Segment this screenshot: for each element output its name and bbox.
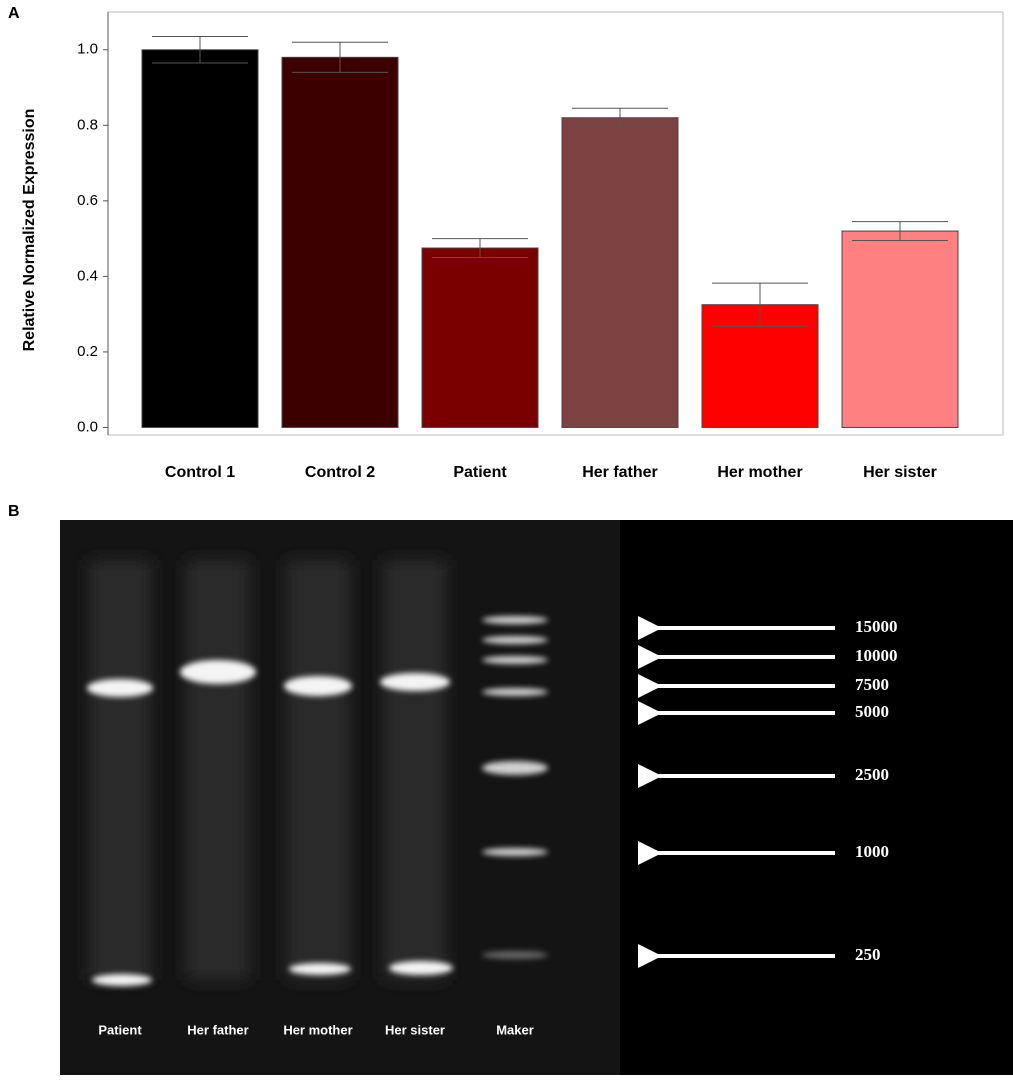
gel-band xyxy=(482,616,548,624)
gel-band xyxy=(92,974,152,986)
marker-size-label: 7500 xyxy=(855,675,889,694)
gel-band xyxy=(482,656,548,664)
gel-band xyxy=(180,660,256,684)
y-tick-label: 0.6 xyxy=(77,192,98,209)
x-tick-label: Her father xyxy=(582,464,658,481)
lane-label: Her father xyxy=(187,1022,248,1037)
lane-label: Her sister xyxy=(385,1022,445,1037)
lane-smear xyxy=(88,560,152,980)
gel-band xyxy=(289,963,351,975)
lane-smear xyxy=(383,560,447,980)
marker-size-label: 2500 xyxy=(855,765,889,784)
gel-band xyxy=(87,679,153,697)
bar xyxy=(141,49,259,428)
marker-size-label: 1000 xyxy=(855,842,889,861)
gel-band xyxy=(380,673,450,691)
x-tick-label: Control 2 xyxy=(305,464,375,481)
lane-smear xyxy=(186,560,250,980)
lane-label: Her mother xyxy=(283,1022,352,1037)
y-tick-label: 0.4 xyxy=(77,267,98,284)
gel-band xyxy=(482,951,548,959)
x-tick-label: Patient xyxy=(453,464,507,481)
y-tick-label: 0.8 xyxy=(77,116,98,133)
lane-smear xyxy=(286,560,350,980)
panel-label: A xyxy=(8,5,20,22)
x-tick-label: Control 1 xyxy=(165,464,235,481)
gel-band xyxy=(482,688,548,696)
bar xyxy=(421,247,539,428)
lane-label: Maker xyxy=(496,1022,534,1037)
y-tick-label: 0.0 xyxy=(77,418,98,435)
gel-band xyxy=(482,848,548,856)
panel-label: B xyxy=(8,503,20,520)
gel-band xyxy=(482,636,548,644)
bar xyxy=(841,230,959,428)
bar xyxy=(281,56,399,428)
marker-size-label: 10000 xyxy=(855,646,898,665)
marker-size-label: 15000 xyxy=(855,617,898,636)
y-axis-label: Relative Normalized Expression xyxy=(21,109,38,352)
marker-size-label: 250 xyxy=(855,945,881,964)
marker-size-label: 5000 xyxy=(855,702,889,721)
bar xyxy=(561,117,679,428)
x-tick-label: Her sister xyxy=(863,464,937,481)
gel-band xyxy=(284,676,352,696)
x-tick-label: Her mother xyxy=(717,464,802,481)
y-tick-label: 0.2 xyxy=(77,343,98,360)
y-tick-label: 1.0 xyxy=(77,41,98,58)
gel-panel: B 15000 10000 7500 5000 2500 1000 250 Patient He… xyxy=(8,503,1013,1075)
gel-band xyxy=(482,761,548,775)
lane-label: Patient xyxy=(98,1022,142,1037)
gel-band xyxy=(389,961,453,975)
